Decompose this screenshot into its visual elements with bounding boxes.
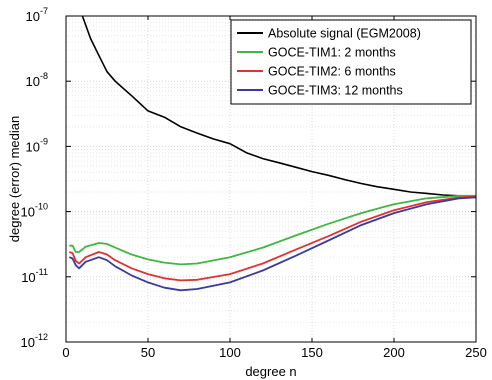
plot-frame: [65, 15, 477, 343]
legend-entry: GOCE-TIM3: 12 months: [268, 84, 403, 98]
y-tick-label: 10-12: [21, 332, 48, 350]
series-line-2: [69, 194, 476, 266]
series-group: [68, 15, 477, 292]
y-tick-base: 10: [21, 205, 35, 220]
y-tick-label: 10-11: [21, 267, 48, 285]
legend-entry: GOCE-TIM1: 2 months: [268, 46, 396, 60]
x-axis-label: degree n: [245, 364, 296, 379]
x-tick-label: 200: [383, 345, 405, 360]
x-axis-ticks: 0 50 100 150 200 250: [62, 16, 487, 360]
x-tick-label: 250: [465, 345, 487, 360]
x-tick-label: 0: [62, 345, 69, 360]
y-tick-base: 10: [26, 9, 40, 24]
y-tick-base: 10: [21, 270, 35, 285]
y-tick-exponent: -8: [40, 71, 48, 81]
series-line-4: [68, 196, 477, 292]
series-line-1: [81, 15, 476, 197]
y-tick-label: 10-8: [26, 71, 48, 89]
series-line-3: [68, 195, 477, 282]
legend-entry: GOCE-TIM2: 6 months: [268, 65, 396, 79]
y-tick-exponent: -12: [35, 332, 48, 342]
x-tick-label: 50: [141, 345, 155, 360]
x-tick-label: 100: [219, 345, 241, 360]
y-tick-base: 10: [26, 139, 40, 154]
y-tick-exponent: -7: [40, 6, 48, 16]
y-tick-exponent: -10: [35, 202, 48, 212]
y-tick-base: 10: [26, 74, 40, 89]
legend: Absolute signal (EGM2008) GOCE-TIM1: 2 mo…: [230, 19, 472, 105]
y-tick-label: 10-7: [26, 6, 48, 24]
y-tick-base: 10: [21, 335, 35, 350]
y-tick-exponent: -11: [36, 267, 48, 277]
y-tick-label: 10-10: [21, 202, 48, 220]
y-tick-exponent: -9: [40, 136, 48, 146]
legend-entry: Absolute signal (EGM2008): [268, 27, 421, 41]
y-tick-label: 10-9: [26, 136, 48, 154]
y-axis-label: degree (error) median: [7, 116, 22, 242]
legend-box: [230, 19, 472, 105]
x-tick-label: 150: [301, 345, 323, 360]
